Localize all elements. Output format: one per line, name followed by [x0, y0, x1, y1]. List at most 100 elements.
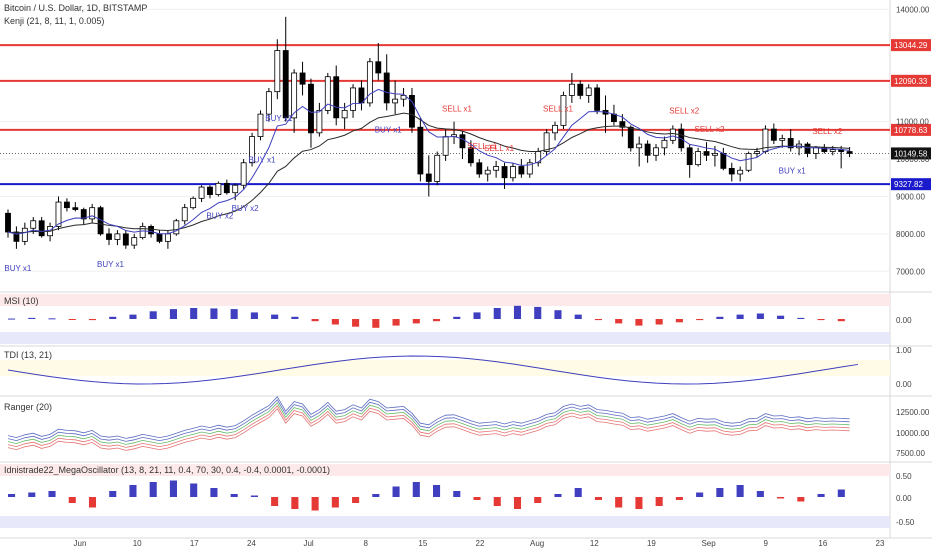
sell-signal-label: SELL x1 — [442, 105, 472, 114]
mega-bar — [716, 488, 724, 497]
mega-bar — [615, 497, 623, 508]
candle-body — [644, 143, 651, 156]
x-tick-label: 12 — [590, 539, 599, 548]
candle-body — [400, 95, 407, 100]
candle-body — [737, 169, 744, 175]
candle-body — [13, 231, 20, 242]
y-tick-label: 11000.00 — [896, 118, 929, 127]
msi-bar — [635, 319, 643, 326]
mega-bar — [48, 491, 56, 497]
signals: BUY x1 BUY x1 BUY x2 BUY x1 BUY x1 BUY x1 BUY … — [4, 105, 842, 273]
candle-body — [779, 138, 786, 141]
msi-lower-band — [0, 332, 890, 344]
ranger-tick-label: 7500.00 — [896, 449, 925, 458]
buy-signal-label: BUY x1 — [265, 114, 293, 123]
msi-bar — [48, 318, 56, 320]
level-tag — [891, 39, 931, 52]
candle-body — [392, 98, 399, 104]
ranger-label: Ranger (20) — [4, 402, 52, 412]
candle-body — [316, 109, 323, 134]
level-label: 9327.82 — [894, 180, 923, 189]
mega-bar — [736, 485, 744, 497]
msi-bar — [271, 314, 279, 319]
candle-body — [720, 153, 727, 169]
candle-body — [484, 169, 491, 175]
level-tag — [891, 147, 931, 160]
mega-bar — [230, 494, 238, 497]
candle-body — [703, 151, 710, 156]
axes: 14000.00 11000.00 10000.00 9000.00 8000.00 70… — [74, 5, 930, 548]
candle-body — [215, 182, 222, 195]
buy-signal-label: BUY x1 — [375, 125, 403, 134]
mega-bar — [271, 497, 279, 506]
candle-body — [552, 124, 558, 134]
candle-body — [442, 136, 449, 156]
msi-bar — [88, 319, 97, 321]
candle-body — [106, 233, 112, 240]
candle-body — [636, 143, 643, 149]
candle-body — [173, 220, 180, 235]
buy-signal-label: BUY x1 — [779, 167, 807, 176]
candle-body — [577, 83, 584, 96]
candle-body — [560, 95, 567, 126]
tdi-band — [0, 360, 890, 376]
candle-body — [350, 87, 356, 111]
candle-body — [526, 162, 533, 175]
mega-bar — [8, 494, 16, 497]
mega-bar — [534, 497, 542, 503]
candle-body — [409, 95, 415, 128]
msi-bar — [190, 308, 198, 319]
level-tag — [891, 74, 931, 87]
mega-bar — [412, 482, 420, 497]
mega-tick-label: -0.50 — [896, 518, 915, 527]
y-tick-label: 8000.00 — [896, 230, 925, 239]
candle-body — [375, 61, 382, 74]
mega-bar — [635, 497, 643, 509]
price-levels: 13044.29 12090.33 10778.63 10149.58 9327.82 — [0, 39, 931, 191]
candle-body — [686, 147, 693, 166]
ranger-line — [7, 402, 850, 445]
msi-bar — [534, 306, 542, 319]
mega-bar — [169, 480, 177, 497]
indicator-title: Kenji (21, 8, 11, 1, 0.005) — [4, 16, 104, 26]
candle-body — [829, 149, 836, 152]
level-tag — [891, 178, 931, 191]
x-tick-label: 8 — [363, 539, 368, 548]
mega-bar — [696, 492, 704, 497]
candle-body — [459, 134, 466, 149]
candle-body — [63, 201, 70, 209]
mega-lower-band — [0, 516, 890, 528]
mega-bar — [433, 485, 441, 497]
y-tick-label: 9000.00 — [896, 192, 925, 201]
msi-bar — [736, 314, 744, 319]
x-tick-label: 22 — [476, 539, 485, 548]
tdi-tick-label: 1.00 — [896, 346, 912, 355]
candle-body — [821, 147, 828, 152]
mega-bar — [655, 497, 663, 506]
mega-bar — [210, 488, 218, 497]
candle-body — [804, 143, 811, 154]
msi-bar — [311, 319, 319, 322]
x-tick-label: Jul — [303, 539, 313, 548]
candle-body — [476, 162, 483, 175]
candle-body — [695, 151, 702, 166]
candle-body — [787, 138, 794, 149]
fast-ma-line — [7, 88, 850, 235]
candle-body — [156, 233, 163, 242]
candle-body — [754, 151, 760, 154]
mega-bar — [291, 497, 299, 509]
buy-signal-label: BUY x1 — [97, 260, 125, 269]
candle-body — [30, 220, 37, 229]
msi-bar — [28, 317, 36, 319]
candle-body — [434, 154, 441, 182]
mega-bar — [250, 495, 258, 497]
candle-body — [207, 186, 213, 195]
candle-body — [190, 197, 197, 209]
msi-bar — [169, 309, 177, 319]
msi-bar — [675, 319, 683, 323]
x-tick-label: 19 — [647, 539, 656, 548]
x-tick-label: Aug — [530, 539, 544, 548]
candle-body — [745, 153, 752, 171]
candle-body — [257, 113, 264, 137]
